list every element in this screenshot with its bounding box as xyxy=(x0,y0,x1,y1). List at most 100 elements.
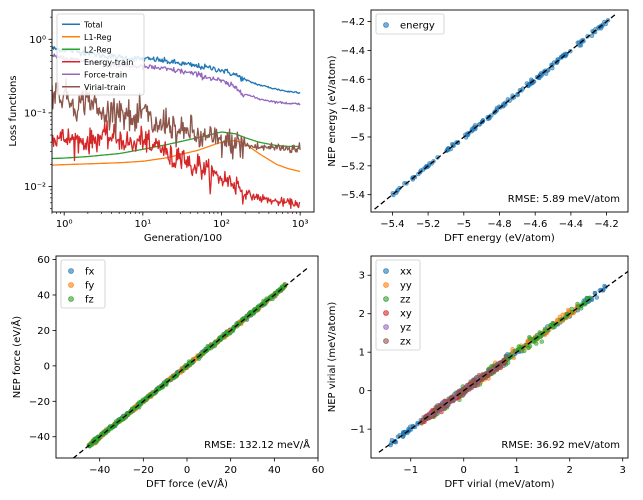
y-tick-label: 3 xyxy=(359,271,365,282)
y-axis-label: NEP force (eV/Å) xyxy=(10,316,23,398)
y-tick-label: −1 xyxy=(350,425,365,436)
x-axis-label: DFT force (eV/Å) xyxy=(146,477,228,490)
legend-label-virial-train: Virial-train xyxy=(84,83,126,92)
x-tick-label: 10³ xyxy=(292,219,309,230)
x-tick-label: −5 xyxy=(456,219,471,230)
legend-label-zx: zx xyxy=(400,336,411,347)
x-tick-label: −1 xyxy=(403,465,418,476)
y-axis-label: Loss functions xyxy=(8,75,19,146)
legend-label-force-train: Force-train xyxy=(84,71,127,80)
x-tick-label: 0 xyxy=(184,465,190,476)
y-tick-label: 0 xyxy=(359,386,365,397)
series-line-energy-train xyxy=(52,120,301,209)
point-zz xyxy=(539,339,545,344)
legend-label-yy: yy xyxy=(400,280,412,291)
legend-swatch xyxy=(383,22,389,28)
legend-label-energy: energy xyxy=(400,20,435,31)
y-axis-label: NEP virial (meV/atom) xyxy=(327,302,338,413)
x-tick-label: 10² xyxy=(213,219,230,230)
legend-label-energy-train: Energy-train xyxy=(84,58,133,67)
y-tick-label: 0 xyxy=(44,361,50,372)
identity-line xyxy=(72,267,308,458)
x-tick-label: −4.4 xyxy=(559,219,583,230)
axes-frame xyxy=(370,9,629,213)
y-tick-label: 10⁻² xyxy=(24,182,46,193)
x-tick-label: 60 xyxy=(312,465,325,476)
axes-frame xyxy=(370,255,629,459)
y-tick-label: 10⁻¹ xyxy=(24,108,46,119)
legend-label-xy: xy xyxy=(400,308,412,319)
point-energy xyxy=(575,40,581,45)
legend: energy xyxy=(375,13,445,35)
x-tick-label: 40 xyxy=(268,465,281,476)
point-zz xyxy=(575,301,580,307)
x-tick-label: −4.6 xyxy=(523,219,547,230)
point-zz xyxy=(527,336,532,341)
axes-frame xyxy=(51,9,315,213)
point-fz xyxy=(132,405,138,410)
y-tick-label: −4.6 xyxy=(341,75,365,86)
y-tick-label: 20 xyxy=(37,326,50,337)
x-tick-label: 10⁰ xyxy=(56,219,73,230)
series-line-virial-train xyxy=(52,77,301,160)
legend-label-fx: fx xyxy=(85,266,95,277)
point-zx xyxy=(442,406,448,411)
legend-swatch xyxy=(383,310,389,316)
x-tick-label: −4.2 xyxy=(594,219,618,230)
legend-swatch xyxy=(68,296,74,302)
point-zz xyxy=(548,323,553,328)
y-tick-label: 10⁰ xyxy=(29,35,46,46)
x-tick-label: −4.8 xyxy=(487,219,511,230)
legend-label-l1-reg: L1-Reg xyxy=(84,33,112,42)
legend-box xyxy=(375,259,421,351)
x-tick-label: 20 xyxy=(224,465,237,476)
y-axis-label: NEP energy (eV/atom) xyxy=(327,55,338,166)
chart-panel-2: −5.4 −5.2 −5 −4.8 −4.6 −4.4 −4.2 −5.4 −5.2 −5 −4.8… xyxy=(327,9,629,244)
y-tick-label: −20 xyxy=(29,397,50,408)
point-xx xyxy=(594,295,600,300)
x-tick-label: 10¹ xyxy=(134,219,151,230)
legend-label-l2-reg: L2-Reg xyxy=(84,46,112,55)
legend-label-yz: yz xyxy=(400,322,411,333)
x-tick-label: 0 xyxy=(461,465,467,476)
y-tick-label: −4.4 xyxy=(341,46,365,57)
legend: fx fy fz xyxy=(60,259,106,309)
x-tick-label: 1 xyxy=(514,465,520,476)
legend-swatch xyxy=(383,296,389,302)
y-tick-label: −4.8 xyxy=(341,104,365,115)
x-tick-label: −5.4 xyxy=(380,219,404,230)
legend-swatch xyxy=(68,268,74,274)
point-zx xyxy=(503,354,509,359)
y-tick-label: −40 xyxy=(29,432,50,443)
legend-swatch xyxy=(383,324,389,330)
x-tick-label: −40 xyxy=(89,465,110,476)
y-tick-label: −5 xyxy=(350,132,365,143)
identity-line xyxy=(378,270,628,453)
plot-area xyxy=(378,270,628,453)
legend-swatch xyxy=(383,268,389,274)
y-tick-label: 60 xyxy=(37,255,50,266)
legend-box xyxy=(375,13,445,35)
legend: xx yy zz xy yz zx xyxy=(375,259,421,351)
axes-frame xyxy=(55,255,319,459)
y-tick-label: −5.2 xyxy=(341,161,365,172)
x-axis-label: Generation/100 xyxy=(144,233,222,244)
legend: Total L1-Reg L2-Reg Energy-train Force-train… xyxy=(56,13,145,96)
x-axis-label: DFT energy (eV/atom) xyxy=(444,233,555,244)
legend-label-fy: fy xyxy=(85,280,94,291)
rmse-annotation: RMSE: 5.89 meV/atom xyxy=(508,194,620,205)
rmse-annotation: RMSE: 36.92 meV/atom xyxy=(501,440,620,451)
chart-panel-3: −40 −20 0 20 40 60 −40 −20 0 20 40 60 RMSE: 132.12 m… xyxy=(10,255,324,490)
legend-label-zz: zz xyxy=(400,294,411,305)
y-tick-label: 1 xyxy=(359,348,365,359)
x-tick-label: 3 xyxy=(620,465,626,476)
point-zz xyxy=(522,348,527,354)
point-zz xyxy=(578,306,584,311)
y-tick-label: −5.4 xyxy=(341,190,365,201)
legend-label-total: Total xyxy=(83,21,103,30)
chart-panel-4: −1 0 1 2 3 −1 0 1 2 3 RMSE: 36.92 meV/atom DFT viri… xyxy=(327,255,629,490)
legend-label-fz: fz xyxy=(85,294,94,305)
x-tick-label: −5.2 xyxy=(416,219,440,230)
legend-swatch xyxy=(383,282,389,288)
